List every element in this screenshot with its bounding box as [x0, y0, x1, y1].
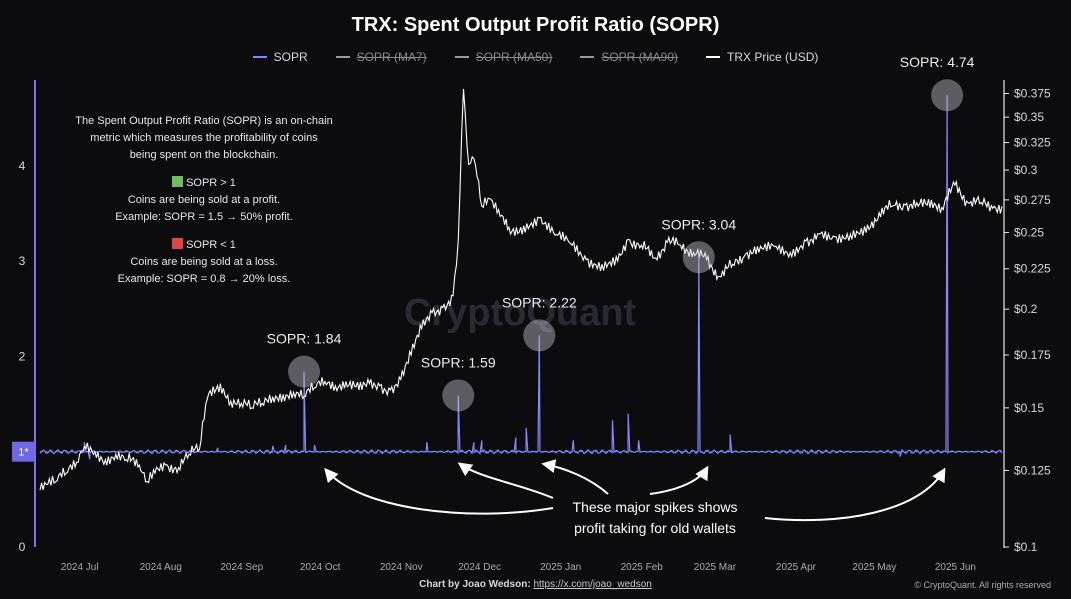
- chart-title: TRX: Spent Output Profit Ratio (SOPR): [351, 14, 720, 36]
- x-tick-1: 2024 Aug: [140, 562, 182, 573]
- spike-marker-0: [288, 355, 321, 388]
- series-sopr: [39, 95, 1003, 460]
- y-right-tick-7: $0.275: [1014, 193, 1051, 207]
- legend-swatch-3: [580, 56, 595, 58]
- profit-line-1: Coins are being sold at a profit.: [127, 194, 281, 206]
- callout-arrow-0: [324, 467, 554, 515]
- spike-marker-3: [682, 241, 715, 274]
- watermark: CryptoQuant: [404, 292, 637, 334]
- profit-label: SOPR > 1: [186, 177, 236, 189]
- spike-marker-1: [442, 379, 475, 412]
- legend-item-1[interactable]: SOPR (MA7): [335, 50, 427, 64]
- loss-color-chip: [172, 238, 184, 249]
- legend-label-2: SOPR (MA50): [475, 50, 553, 64]
- reference-label: 1*: [18, 447, 29, 459]
- spike-label-1: SOPR: 1.59: [421, 354, 496, 370]
- y-right-tick-2: $0.15: [1014, 401, 1044, 415]
- spike-label-3: SOPR: 3.04: [661, 216, 736, 232]
- spike-label-0: SOPR: 1.84: [267, 331, 342, 347]
- y-right-tick-1: $0.125: [1014, 463, 1051, 477]
- x-tick-8: 2025 Mar: [694, 562, 737, 573]
- legend-swatch-2: [454, 56, 469, 58]
- legend-label-1: SOPR (MA7): [356, 50, 427, 64]
- legend: SOPR SOPR (MA7) SOPR (MA50) SOPR (MA90) TRX …: [0, 50, 1071, 64]
- callout-arrow-2: [541, 459, 609, 495]
- x-tick-2: 2024 Sep: [220, 562, 263, 573]
- spike-marker-4: [931, 79, 964, 112]
- profit-color-chip: [172, 176, 184, 187]
- legend-label-0: SOPR: [273, 50, 308, 64]
- legend-item-2[interactable]: SOPR (MA50): [454, 50, 553, 64]
- sopr-explainer: The Spent Output Profit Ratio (SOPR) is …: [44, 113, 364, 288]
- legend-label-4: TRX Price (USD): [727, 50, 819, 64]
- x-tick-0: 2024 Jul: [61, 562, 99, 573]
- spike-label-4: SOPR: 4.74: [900, 54, 975, 70]
- credit-link[interactable]: https://x.com/joao_wedson: [533, 579, 652, 590]
- callout-line-0: These major spikes shows: [573, 499, 738, 515]
- y-left-tick-0: 0: [19, 540, 26, 554]
- y-right-tick-11: $0.375: [1014, 86, 1051, 100]
- left-axis-bar: [34, 80, 36, 547]
- x-tick-10: 2025 May: [852, 562, 896, 573]
- loss-line-1: Coins are being sold at a loss.: [130, 256, 278, 268]
- chart-credit: Chart by Joao Wedson: https://x.com/joao…: [0, 579, 1071, 590]
- y-right-tick-4: $0.2: [1014, 302, 1038, 316]
- callout-line-1: profit taking for old wallets: [574, 520, 736, 536]
- x-tick-7: 2025 Feb: [621, 562, 664, 573]
- legend-label-3: SOPR (MA90): [601, 50, 679, 64]
- loss-label: SOPR < 1: [186, 239, 236, 251]
- explainer-intro-3: being spent on the blockchain.: [129, 149, 279, 161]
- y-right-tick-3: $0.175: [1014, 348, 1051, 362]
- profit-line-2: Example: SOPR = 1.5 → 50% profit.: [115, 211, 293, 223]
- y-right-tick-6: $0.25: [1014, 226, 1044, 240]
- y-left-tick-2: 3: [19, 254, 26, 268]
- legend-swatch-0: [252, 56, 267, 58]
- x-tick-6: 2025 Jan: [540, 562, 581, 573]
- y-left-tick-3: 4: [19, 159, 26, 173]
- y-right-tick-0: $0.1: [1014, 540, 1038, 554]
- explainer-intro-2: metric which measures the profitability …: [90, 132, 318, 144]
- x-tick-11: 2025 Jun: [935, 562, 976, 573]
- y-right-tick-8: $0.3: [1014, 163, 1038, 177]
- x-tick-9: 2025 Apr: [776, 562, 817, 573]
- x-tick-5: 2024 Dec: [458, 562, 501, 573]
- legend-swatch-1: [335, 56, 350, 58]
- credit-prefix: Chart by Joao Wedson:: [419, 579, 531, 590]
- series-trx-price: [39, 88, 1003, 491]
- callout-arrow-3: [649, 465, 709, 495]
- x-tick-4: 2024 Nov: [380, 562, 423, 573]
- legend-item-0[interactable]: SOPR: [252, 50, 308, 64]
- callout-arrow-4: [764, 467, 946, 522]
- callout-arrow-1: [457, 462, 554, 499]
- spike-label-2: SOPR: 2.22: [502, 294, 577, 310]
- spike-marker-2: [523, 319, 556, 352]
- y-right-tick-10: $0.35: [1014, 110, 1044, 124]
- copyright-text: © CryptoQuant. All rights reserved: [914, 580, 1051, 590]
- reference-badge: [12, 441, 35, 462]
- y-right-tick-5: $0.225: [1014, 262, 1051, 276]
- y-right-tick-9: $0.325: [1014, 136, 1051, 150]
- legend-swatch-4: [706, 56, 721, 58]
- explainer-intro-1: The Spent Output Profit Ratio (SOPR) is …: [75, 115, 333, 127]
- y-left-tick-1: 2: [19, 349, 26, 363]
- legend-item-3[interactable]: SOPR (MA90): [580, 50, 678, 64]
- x-tick-3: 2024 Oct: [300, 562, 341, 573]
- loss-line-2: Example: SOPR = 0.8 → 20% loss.: [117, 273, 291, 285]
- legend-item-4[interactable]: TRX Price (USD): [706, 50, 818, 64]
